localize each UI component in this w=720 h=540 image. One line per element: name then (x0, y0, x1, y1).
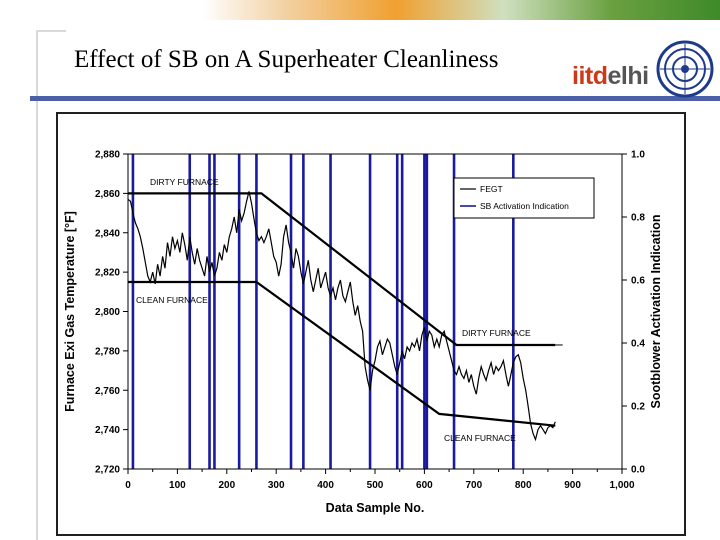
y2-tick-label: 0.4 (631, 339, 645, 350)
header-decorative-rule (36, 30, 66, 32)
y2-tick-label: 0.6 (631, 276, 645, 287)
y2-tick-label: 0.8 (631, 213, 645, 224)
iitdelhi-logo: iitdelhi (572, 62, 649, 91)
legend-box (453, 177, 595, 219)
x-tick-label: 400 (317, 480, 334, 491)
y-tick-label: 2,860 (95, 189, 120, 200)
y-tick-label: 2,740 (95, 425, 120, 436)
x-tick-label: 800 (515, 480, 532, 491)
y-axis-title: Furnace Exi Gas Temperature [°F] (63, 211, 77, 412)
y2-tick-label: 0.0 (631, 465, 645, 476)
chart-frame: 0 100 200 300 400 500 600 700 800 900 1,000 2,720 2,… (56, 112, 686, 536)
iit-seal-logo (656, 40, 714, 98)
envelope-line (128, 280, 556, 427)
slide-title: Effect of SB on A Superheater Cleanlines… (74, 46, 499, 73)
x-tick-label: 300 (268, 480, 285, 491)
logo-text-red: iitd (572, 62, 608, 90)
envelope-annotation: CLEAN FURNACE (444, 433, 516, 443)
envelope-annotation: DIRTY FURNACE (150, 177, 219, 187)
fegt-chart: 0 100 200 300 400 500 600 700 800 900 1,000 2,720 2,… (63, 150, 663, 516)
x-tick-label: 0 (125, 480, 131, 491)
y-tick-label: 2,820 (95, 268, 120, 279)
left-decorative-rule (36, 30, 38, 540)
x-tick-label: 600 (416, 480, 433, 491)
y-tick-label: 2,880 (95, 150, 120, 161)
envelope-annotation: DIRTY FURNACE (462, 328, 531, 338)
y2-tick-label: 0.2 (631, 402, 645, 413)
fegt-series-line (127, 191, 556, 442)
envelope-line (128, 192, 556, 347)
y-tick-label: 2,760 (95, 386, 120, 397)
y-tick-label: 2,720 (95, 465, 120, 476)
x-axis-title: Data Sample No. (326, 501, 425, 515)
top-gradient-bar (0, 0, 720, 20)
x-tick-label: 100 (169, 480, 186, 491)
x-tick-label: 500 (367, 480, 384, 491)
y-tick-label: 2,800 (95, 307, 120, 318)
envelope-annotation: CLEAN FURNACE (136, 295, 208, 305)
logo-text-grey: elhi (607, 62, 650, 90)
y2-axis-title: Sootblower Activation Indication (649, 215, 663, 409)
x-tick-label: 1,000 (609, 480, 634, 491)
x-tick-label: 900 (564, 480, 581, 491)
y-tick-label: 2,780 (95, 346, 120, 357)
legend-label-sb: SB Activation Indication (480, 201, 569, 211)
x-tick-label: 700 (465, 480, 482, 491)
y2-tick-label: 1.0 (631, 150, 645, 161)
legend-label-fegt: FEGT (480, 184, 503, 194)
y-tick-label: 2,840 (95, 228, 120, 239)
title-underline (30, 96, 720, 101)
x-tick-label: 200 (218, 480, 235, 491)
